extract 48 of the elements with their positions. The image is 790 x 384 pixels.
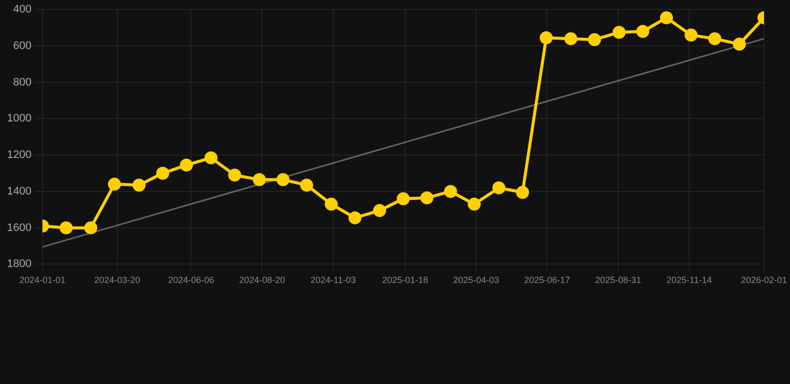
point bbox=[492, 181, 506, 194]
point bbox=[708, 32, 722, 46]
point bbox=[444, 184, 458, 198]
point bbox=[84, 221, 98, 234]
point bbox=[204, 151, 218, 164]
y-tick-label: 600 bbox=[13, 40, 32, 52]
point bbox=[156, 166, 170, 180]
x-tick-label: 2025-01-18 bbox=[382, 275, 428, 286]
x-tick-label: 2025-04-03 bbox=[453, 275, 500, 286]
x-tick-label: 2024-01-01 bbox=[19, 275, 66, 286]
point bbox=[516, 186, 530, 199]
point bbox=[252, 173, 266, 186]
y-tick-label: 1800 bbox=[6, 258, 32, 270]
y-tick-label: 1000 bbox=[6, 112, 32, 125]
point bbox=[732, 38, 746, 51]
point bbox=[348, 211, 362, 224]
point bbox=[228, 168, 242, 182]
x-tick-label: 2024-08-20 bbox=[239, 275, 286, 286]
point bbox=[636, 24, 650, 38]
point bbox=[373, 204, 386, 218]
x-tick-label: 2025-11-14 bbox=[666, 275, 712, 286]
point bbox=[60, 221, 73, 234]
y-tick-label: 800 bbox=[13, 76, 32, 88]
point bbox=[396, 192, 410, 206]
y-tick-label: 1600 bbox=[6, 222, 32, 234]
point bbox=[612, 26, 626, 39]
point bbox=[420, 191, 434, 204]
point bbox=[588, 33, 601, 46]
point bbox=[468, 198, 481, 211]
point bbox=[276, 173, 290, 186]
x-tick-label: 2026-02-01 bbox=[740, 275, 788, 286]
y-tick-label: 1400 bbox=[6, 185, 32, 198]
x-tick-label: 2024-03-20 bbox=[94, 275, 140, 286]
x-tick-label: 2024-11-03 bbox=[310, 275, 356, 286]
point bbox=[180, 158, 193, 172]
point bbox=[540, 31, 553, 44]
point bbox=[132, 178, 146, 192]
y-tick-label: 400 bbox=[13, 4, 32, 16]
point bbox=[108, 178, 121, 191]
x-tick-label: 2025-06-17 bbox=[524, 275, 570, 286]
point bbox=[324, 198, 338, 211]
point bbox=[684, 28, 698, 42]
x-tick-label: 2025-08-31 bbox=[595, 275, 642, 286]
y-tick-label: 1200 bbox=[6, 149, 32, 162]
point bbox=[564, 32, 578, 46]
point bbox=[300, 178, 314, 192]
x-tick-label: 2024-06-06 bbox=[168, 275, 214, 286]
point bbox=[660, 11, 673, 24]
